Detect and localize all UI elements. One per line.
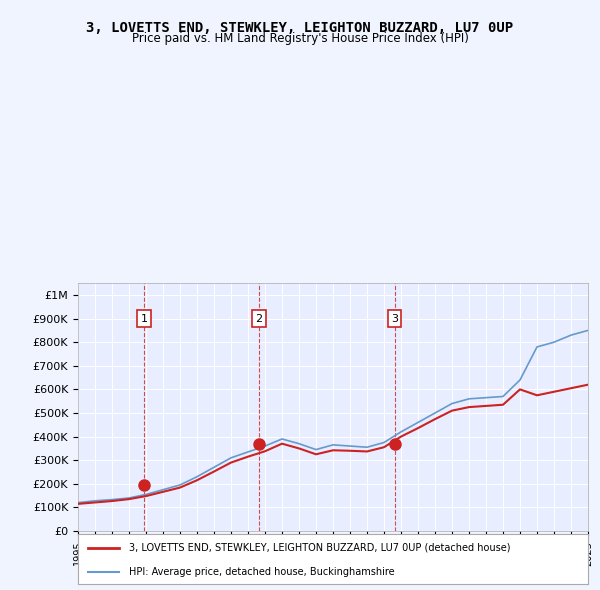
Text: 3, LOVETTS END, STEWKLEY, LEIGHTON BUZZARD, LU7 0UP: 3, LOVETTS END, STEWKLEY, LEIGHTON BUZZA… (86, 21, 514, 35)
Text: 3, LOVETTS END, STEWKLEY, LEIGHTON BUZZARD, LU7 0UP (detached house): 3, LOVETTS END, STEWKLEY, LEIGHTON BUZZA… (129, 543, 511, 553)
Text: 1: 1 (140, 314, 148, 323)
Text: Price paid vs. HM Land Registry's House Price Index (HPI): Price paid vs. HM Land Registry's House … (131, 32, 469, 45)
Text: 2: 2 (255, 314, 262, 323)
Text: HPI: Average price, detached house, Buckinghamshire: HPI: Average price, detached house, Buck… (129, 566, 395, 576)
Text: 3: 3 (391, 314, 398, 323)
